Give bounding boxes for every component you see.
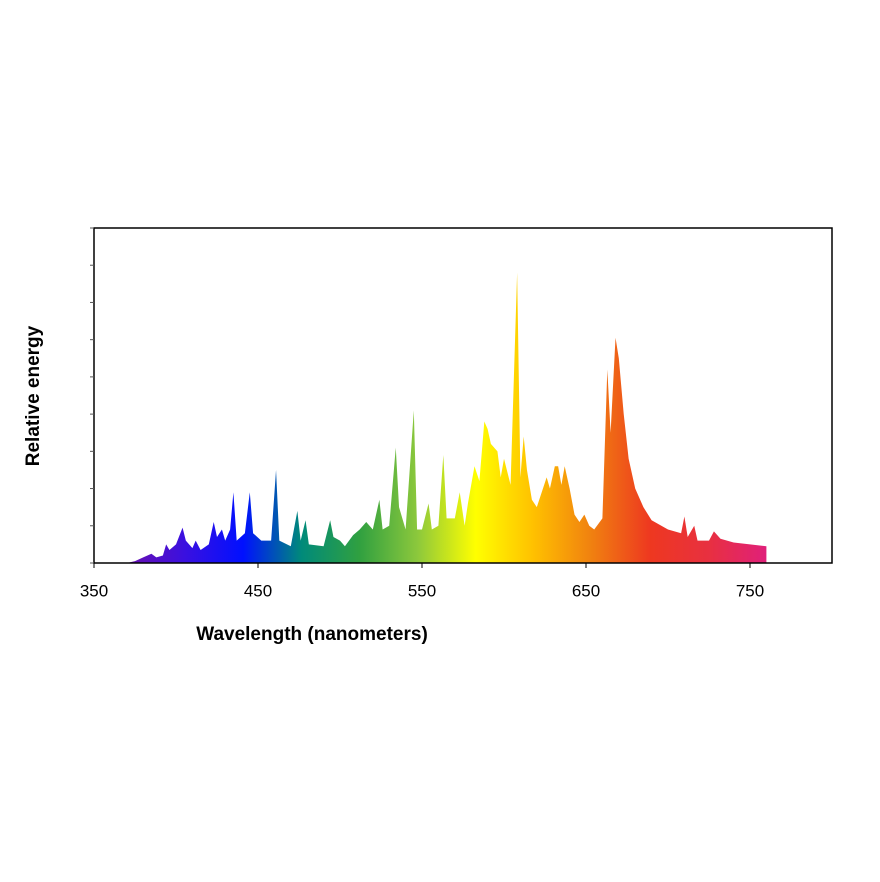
x-tick-label: 650 (572, 581, 600, 600)
x-tick-label: 750 (736, 581, 764, 600)
spectrum-area (126, 272, 767, 563)
x-tick-label: 350 (80, 581, 108, 600)
x-tick-label: 450 (244, 581, 272, 600)
x-tick-label: 550 (408, 581, 436, 600)
x-axis-title: Wavelength (nanometers) (196, 624, 428, 645)
plot-frame (93, 227, 833, 564)
y-axis-title: Relative energy (23, 325, 44, 466)
